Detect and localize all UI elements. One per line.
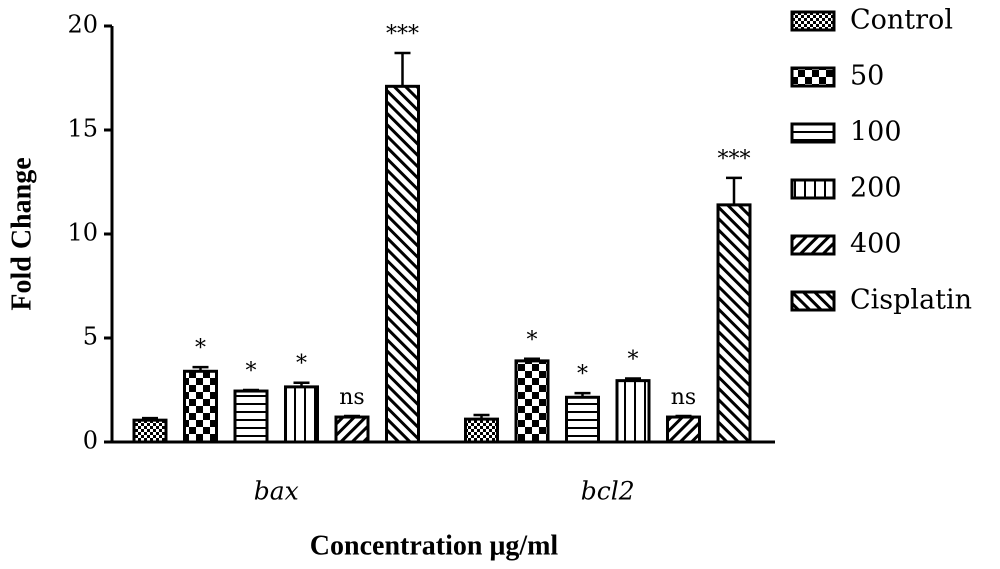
error-bar <box>142 416 158 421</box>
error-bar <box>675 414 692 418</box>
significance-label: * <box>195 336 206 361</box>
legend-swatch <box>790 10 836 32</box>
legend-swatch <box>790 290 836 312</box>
significance-label: ns <box>671 385 696 410</box>
x-axis-title: Concentration μg/ml <box>310 530 559 561</box>
y-axis-title: Fold Change <box>6 157 37 310</box>
error-bar <box>473 413 490 420</box>
bar <box>666 415 701 444</box>
y-tick-label: 20 <box>67 11 98 39</box>
error-bar <box>344 414 360 418</box>
significance-label: *** <box>718 147 751 172</box>
bar <box>514 359 550 444</box>
legend-label: 400 <box>850 229 902 260</box>
bar <box>132 418 168 444</box>
bar <box>716 203 752 444</box>
legend-label: Cisplatin <box>850 285 972 316</box>
error-bar <box>192 365 209 372</box>
significance-label: * <box>246 359 257 384</box>
significance-label: * <box>577 362 588 387</box>
y-tick-label: 0 <box>83 427 98 455</box>
error-bar <box>625 377 641 381</box>
bar <box>464 417 499 444</box>
y-tick-label: 5 <box>83 323 98 351</box>
x-tick-label: bax <box>254 477 299 506</box>
bar <box>284 385 319 444</box>
bar <box>334 415 370 444</box>
significance-label: * <box>628 348 639 373</box>
legend-label: Control <box>850 5 953 36</box>
error-bar <box>293 381 310 387</box>
error-bar <box>524 357 540 361</box>
significance-label: ns <box>339 385 364 410</box>
error-bar <box>574 391 591 398</box>
bar <box>233 389 269 444</box>
error-bar <box>243 388 259 392</box>
legend-swatch <box>790 234 836 256</box>
legend-swatch <box>790 122 836 144</box>
x-tick-label: bcl2 <box>581 477 635 506</box>
legend-label: 200 <box>850 173 902 204</box>
y-tick-label: 10 <box>67 219 98 247</box>
significance-label: * <box>527 328 538 353</box>
bar <box>183 369 218 444</box>
error-bar <box>726 176 742 205</box>
legend-swatch <box>790 178 836 200</box>
y-tick-label: 15 <box>67 115 98 143</box>
significance-label: *** <box>386 22 419 47</box>
error-bar <box>394 51 411 87</box>
bar <box>565 395 600 444</box>
legend-swatch <box>790 66 836 88</box>
legend-label: 50 <box>850 61 884 92</box>
bar <box>615 379 651 444</box>
legend-label: 100 <box>850 117 902 148</box>
significance-label: * <box>296 352 307 377</box>
bar <box>385 84 420 444</box>
